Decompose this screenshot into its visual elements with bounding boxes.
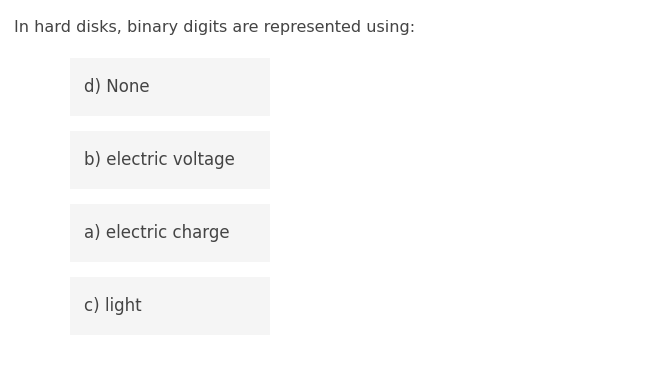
Text: c) light: c) light: [84, 297, 141, 315]
Text: d) None: d) None: [84, 78, 149, 96]
FancyBboxPatch shape: [70, 277, 270, 335]
FancyBboxPatch shape: [70, 204, 270, 262]
FancyBboxPatch shape: [70, 58, 270, 116]
Text: In hard disks, binary digits are represented using:: In hard disks, binary digits are represe…: [14, 20, 415, 35]
Text: b) electric voltage: b) electric voltage: [84, 151, 235, 169]
FancyBboxPatch shape: [70, 131, 270, 189]
Text: a) electric charge: a) electric charge: [84, 224, 229, 242]
